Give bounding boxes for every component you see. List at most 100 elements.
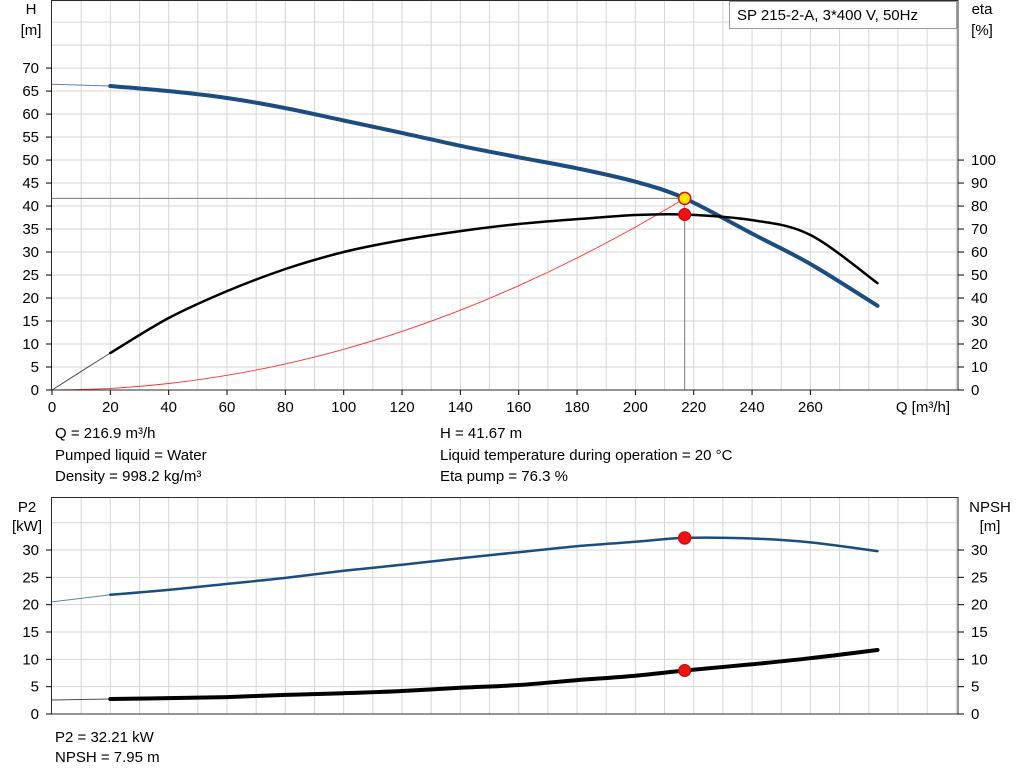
y-tick-label: 30 [22, 244, 39, 261]
y-tick-label: 10 [22, 651, 39, 668]
head-readout: H = 41.67 m [440, 425, 522, 442]
y2-tick-label: 50 [971, 267, 988, 284]
x-tick-label: 20 [102, 399, 119, 416]
efficiency-curve [109, 212, 879, 355]
y2-tick-label: 30 [971, 542, 988, 559]
flow-readout: Q = 216.9 m³/h [55, 425, 155, 442]
x-tick-label: 40 [160, 399, 177, 416]
x-tick-label: 160 [506, 399, 531, 416]
density-readout: Density = 998.2 kg/m³ [55, 468, 201, 485]
y2-tick-label: 30 [971, 313, 988, 330]
x-tick-label: 80 [277, 399, 294, 416]
x-tick-label: 260 [798, 399, 823, 416]
y-tick-label: 0 [31, 382, 39, 399]
head-curve-extension [51, 83, 111, 87]
marker-layer [677, 531, 692, 678]
y2-tick-label: 70 [971, 221, 988, 238]
temperature-readout: Liquid temperature during operation = 20… [440, 447, 733, 464]
y2-tick-label: 100 [971, 152, 996, 169]
chart-title: SP 215-2-A, 3*400 V, 50Hz [737, 7, 918, 24]
x-tick-label: 220 [681, 399, 706, 416]
y2-tick-label: 80 [971, 198, 988, 215]
y-tick-label: 15 [22, 313, 39, 330]
plot-background [51, 0, 958, 390]
y-tick-label: 20 [22, 597, 39, 614]
x-axis-label: Q [m³/h] [896, 399, 950, 416]
y-axis-unit: [m] [21, 22, 42, 39]
y-tick-label: 55 [22, 129, 39, 146]
operating-point-marker [678, 208, 692, 222]
power-readout: P2 = 32.21 kW [55, 729, 155, 746]
y-axis-label: H [26, 1, 37, 18]
marker-layer [677, 191, 692, 222]
power-npsh-chart: 0 5 10 15 20 25 30 0 5 10 15 20 25 30 P2 [kW] NPSH [m… [12, 497, 1011, 723]
y-tick-label: 30 [22, 542, 39, 559]
y2-tick-label: 5 [971, 679, 979, 696]
operating-point-marker [677, 531, 692, 545]
y2-tick-label: 20 [971, 597, 988, 614]
chart-title-box: SP 215-2-A, 3*400 V, 50Hz [729, 1, 957, 29]
power-readouts: P2 = 32.21 kW NPSH = 7.95 m [55, 729, 160, 766]
y2-tick-label: 15 [971, 624, 988, 641]
x-tick-label: 180 [565, 399, 590, 416]
y-tick-label: 70 [22, 60, 39, 77]
y2-axis-label: NPSH [969, 499, 1011, 516]
y-tick-label: 5 [31, 679, 39, 696]
duty-point-readouts: Q = 216.9 m³/h Pumped liquid = Water Den… [55, 425, 733, 485]
x-tick-label: 200 [623, 399, 648, 416]
power-curve [109, 536, 879, 597]
operating-point-marker [678, 664, 692, 678]
y2-axis-unit: [%] [971, 22, 993, 39]
y-tick-label: 40 [22, 198, 39, 215]
y2-tick-label: 10 [971, 359, 988, 376]
x-tick-label: 100 [331, 399, 356, 416]
efficiency-curve-extension [51, 352, 111, 391]
y2-axis-unit: [m] [980, 518, 1001, 535]
y-axis-label: P2 [18, 499, 36, 516]
y-tick-label: 65 [22, 83, 39, 100]
x-tick-label: 140 [448, 399, 473, 416]
operating-point-marker [677, 191, 692, 206]
y-tick-label: 50 [22, 152, 39, 169]
y2-tick-label: 90 [971, 175, 988, 192]
series-layer [51, 83, 880, 391]
liquid-readout: Pumped liquid = Water [55, 447, 207, 464]
grid-layer [52, 497, 958, 714]
y2-tick-label: 0 [971, 382, 979, 399]
y-tick-label: 15 [22, 624, 39, 641]
y2-tick-label: 20 [971, 336, 988, 353]
y2-tick-label: 10 [971, 651, 988, 668]
y-axis-unit: [kW] [12, 518, 42, 535]
y-tick-label: 5 [31, 359, 39, 376]
head-curve [108, 84, 880, 308]
series-layer [51, 536, 880, 701]
npsh-curve-extension [51, 698, 111, 701]
crosshair-layer [52, 197, 686, 390]
y-tick-label: 20 [22, 290, 39, 307]
y-tick-label: 25 [22, 569, 39, 586]
y-tick-label: 45 [22, 175, 39, 192]
y-tick-label: 10 [22, 336, 39, 353]
y2-tick-label: 40 [971, 290, 988, 307]
tick-layer: 0 20 40 60 80 100 120 140 160 180 200 220 240 2600510… [22, 60, 996, 416]
power-curve-extension [51, 594, 111, 603]
y2-tick-label: 60 [971, 244, 988, 261]
x-tick-label: 0 [48, 399, 56, 416]
y2-tick-label: 25 [971, 569, 988, 586]
y-tick-label: 25 [22, 267, 39, 284]
head-efficiency-chart: 0 20 40 60 80 100 120 140 160 180 200 220 240 2600510… [21, 0, 996, 416]
y-tick-label: 60 [22, 106, 39, 123]
x-tick-label: 60 [219, 399, 236, 416]
y2-tick-label: 0 [971, 706, 979, 723]
x-tick-label: 240 [740, 399, 765, 416]
y2-axis-label: eta [972, 1, 994, 18]
plot-frame [51, 497, 959, 715]
npsh-readout: NPSH = 7.95 m [55, 749, 160, 766]
plot-frame [51, 0, 959, 391]
y-tick-label: 0 [31, 706, 39, 723]
x-tick-label: 120 [390, 399, 415, 416]
tick-layer: 0 5 10 15 20 25 30 0 5 10 15 20 25 30 [22, 542, 987, 723]
efficiency-readout: Eta pump = 76.3 % [440, 468, 568, 485]
y-tick-label: 35 [22, 221, 39, 238]
